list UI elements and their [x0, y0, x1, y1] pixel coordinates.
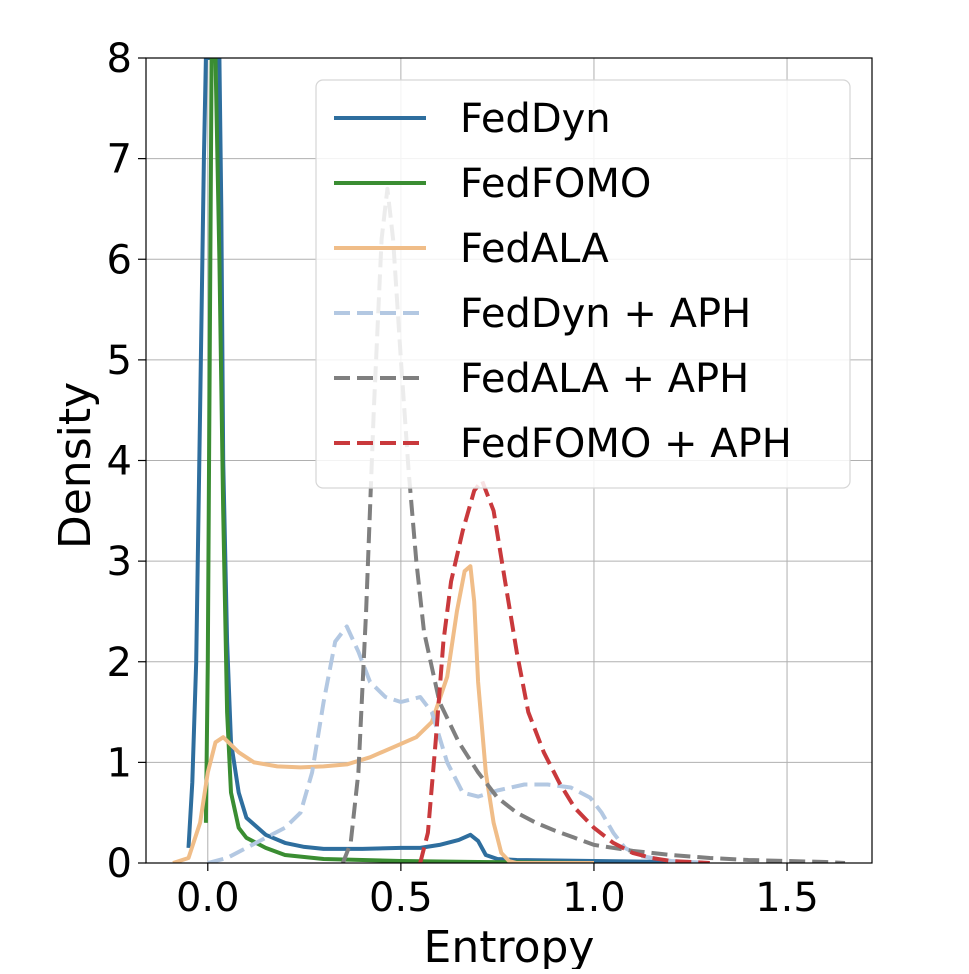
y-tick-label: 5: [107, 338, 132, 384]
series-line-fedfomo: [203, 58, 595, 863]
series-layer: [172, 58, 846, 863]
legend-box: [315, 79, 851, 489]
x-tick-label: 0.0: [176, 875, 240, 921]
x-tick-label: 1.5: [755, 875, 819, 921]
y-tick-label: 8: [107, 36, 132, 82]
y-tick-label: 3: [107, 539, 132, 585]
x-axis-label: Entropy: [424, 922, 595, 969]
series-line-feddyn: [186, 58, 672, 863]
y-tick-label: 0: [107, 841, 132, 887]
y-tick-label: 1: [107, 740, 132, 786]
y-tick-label: 2: [107, 640, 132, 686]
y-tick-label: 6: [107, 237, 132, 283]
x-tick-label: 0.5: [369, 875, 433, 921]
y-axis-label: Density: [50, 382, 101, 549]
series-line-fedala: [172, 564, 594, 863]
x-tick-label: 1.0: [562, 875, 626, 921]
legend-label: FedFOMO + APH: [460, 421, 792, 467]
legend-label: FedALA: [460, 226, 609, 272]
y-tick-label: 7: [107, 137, 132, 183]
series-line-fedfomo-aph: [418, 478, 710, 863]
legend-label: FedFOMO: [460, 161, 651, 207]
ticks: 0.0 0.5 1.0 1.5 0 1 2 3 4 5 6 7 8: [107, 36, 819, 921]
legend-label: FedDyn: [460, 96, 611, 142]
legend: FedDyn FedFOMO FedALA FedDyn + APH FedALA + …: [315, 79, 851, 489]
legend-label: FedALA + APH: [460, 356, 749, 402]
legend-label: FedDyn + APH: [460, 291, 751, 337]
series-line-feddyn-aph: [207, 624, 710, 863]
y-tick-label: 4: [107, 439, 132, 485]
